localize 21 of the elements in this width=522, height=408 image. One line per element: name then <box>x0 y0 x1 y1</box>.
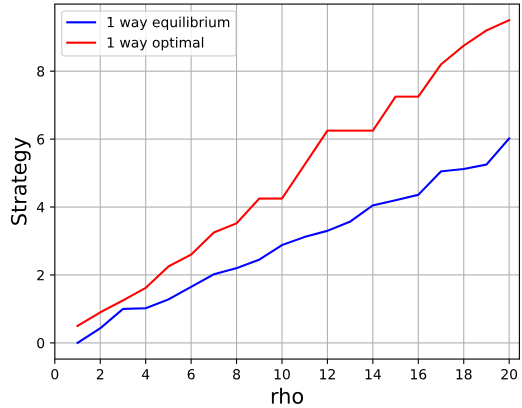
line-series <box>76 137 510 344</box>
legend-label: 1 way optimal <box>108 36 204 50</box>
y-tick-label: 6 <box>37 134 44 145</box>
x-tick-label: 12 <box>320 369 335 380</box>
x-tick-label: 10 <box>274 369 290 380</box>
y-tick-label: 2 <box>37 270 44 280</box>
x-tick-label: 20 <box>501 369 518 380</box>
y-tick-label: 4 <box>36 202 44 212</box>
x-tick-label: 2 <box>96 369 104 380</box>
x-axis-title: rho <box>272 388 304 404</box>
x-tick-label: 8 <box>233 369 240 380</box>
y-axis-title: Strategy <box>10 138 31 225</box>
x-tick-label: 14 <box>366 369 381 380</box>
x-tick-label: 0 <box>51 369 58 380</box>
x-tick-label: 6 <box>188 369 195 380</box>
x-tick-label: 4 <box>142 369 150 380</box>
x-tick-label: 16 <box>410 369 426 380</box>
y-tick-label: 8 <box>37 66 44 77</box>
legend-label: 1 way equilibrium <box>108 16 230 30</box>
x-tick-label: 18 <box>456 369 472 380</box>
y-tick-label: 0 <box>37 338 44 348</box>
